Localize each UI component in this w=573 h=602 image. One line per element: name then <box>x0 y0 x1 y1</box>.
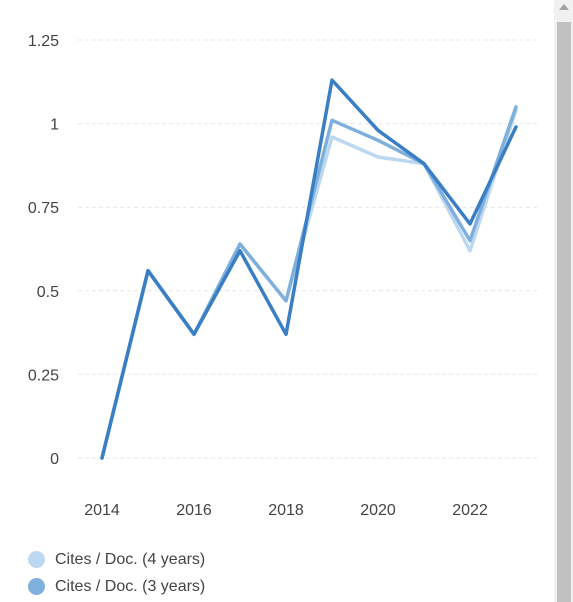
y-tick-label: 0 <box>50 451 59 468</box>
series-line-1[interactable] <box>100 105 518 460</box>
scrollbar-thumb[interactable] <box>557 22 571 602</box>
x-tick-label: 2018 <box>268 502 304 519</box>
x-tick-label: 2020 <box>360 502 396 519</box>
scroll-up-arrow-icon[interactable] <box>559 4 569 10</box>
legend-label-3-years: Cites / Doc. (3 years) <box>55 577 206 595</box>
x-tick-label: 2022 <box>452 502 488 519</box>
y-tick-label: 0.25 <box>28 367 59 384</box>
legend-item-4-years[interactable]: Cites / Doc. (4 years) <box>28 546 205 573</box>
legend-label-4-years: Cites / Doc. (4 years) <box>55 550 206 568</box>
y-tick-label: 1.25 <box>28 33 59 50</box>
y-tick-label: 1 <box>50 117 59 134</box>
series-line-2[interactable] <box>100 78 518 460</box>
legend: Cites / Doc. (4 years) Cites / Doc. (3 y… <box>28 546 205 600</box>
y-tick-label: 0.75 <box>28 200 59 217</box>
y-tick-label: 0.5 <box>37 284 59 301</box>
legend-swatch-3-years <box>28 578 45 595</box>
x-tick-label: 2016 <box>176 502 212 519</box>
x-axis-ticks: 2014 2016 2018 2020 2022 <box>84 502 488 519</box>
legend-swatch-4-years <box>28 551 45 568</box>
y-axis-ticks: 0 0.25 0.5 0.75 1 1.25 <box>28 33 59 468</box>
legend-item-3-years[interactable]: Cites / Doc. (3 years) <box>28 573 205 600</box>
line-chart: 0 0.25 0.5 0.75 1 1.25 2014 2016 2018 2020 2022 <box>28 33 540 519</box>
x-tick-label: 2014 <box>84 502 120 519</box>
series-line-0[interactable] <box>100 108 518 460</box>
series-lines <box>100 78 518 460</box>
